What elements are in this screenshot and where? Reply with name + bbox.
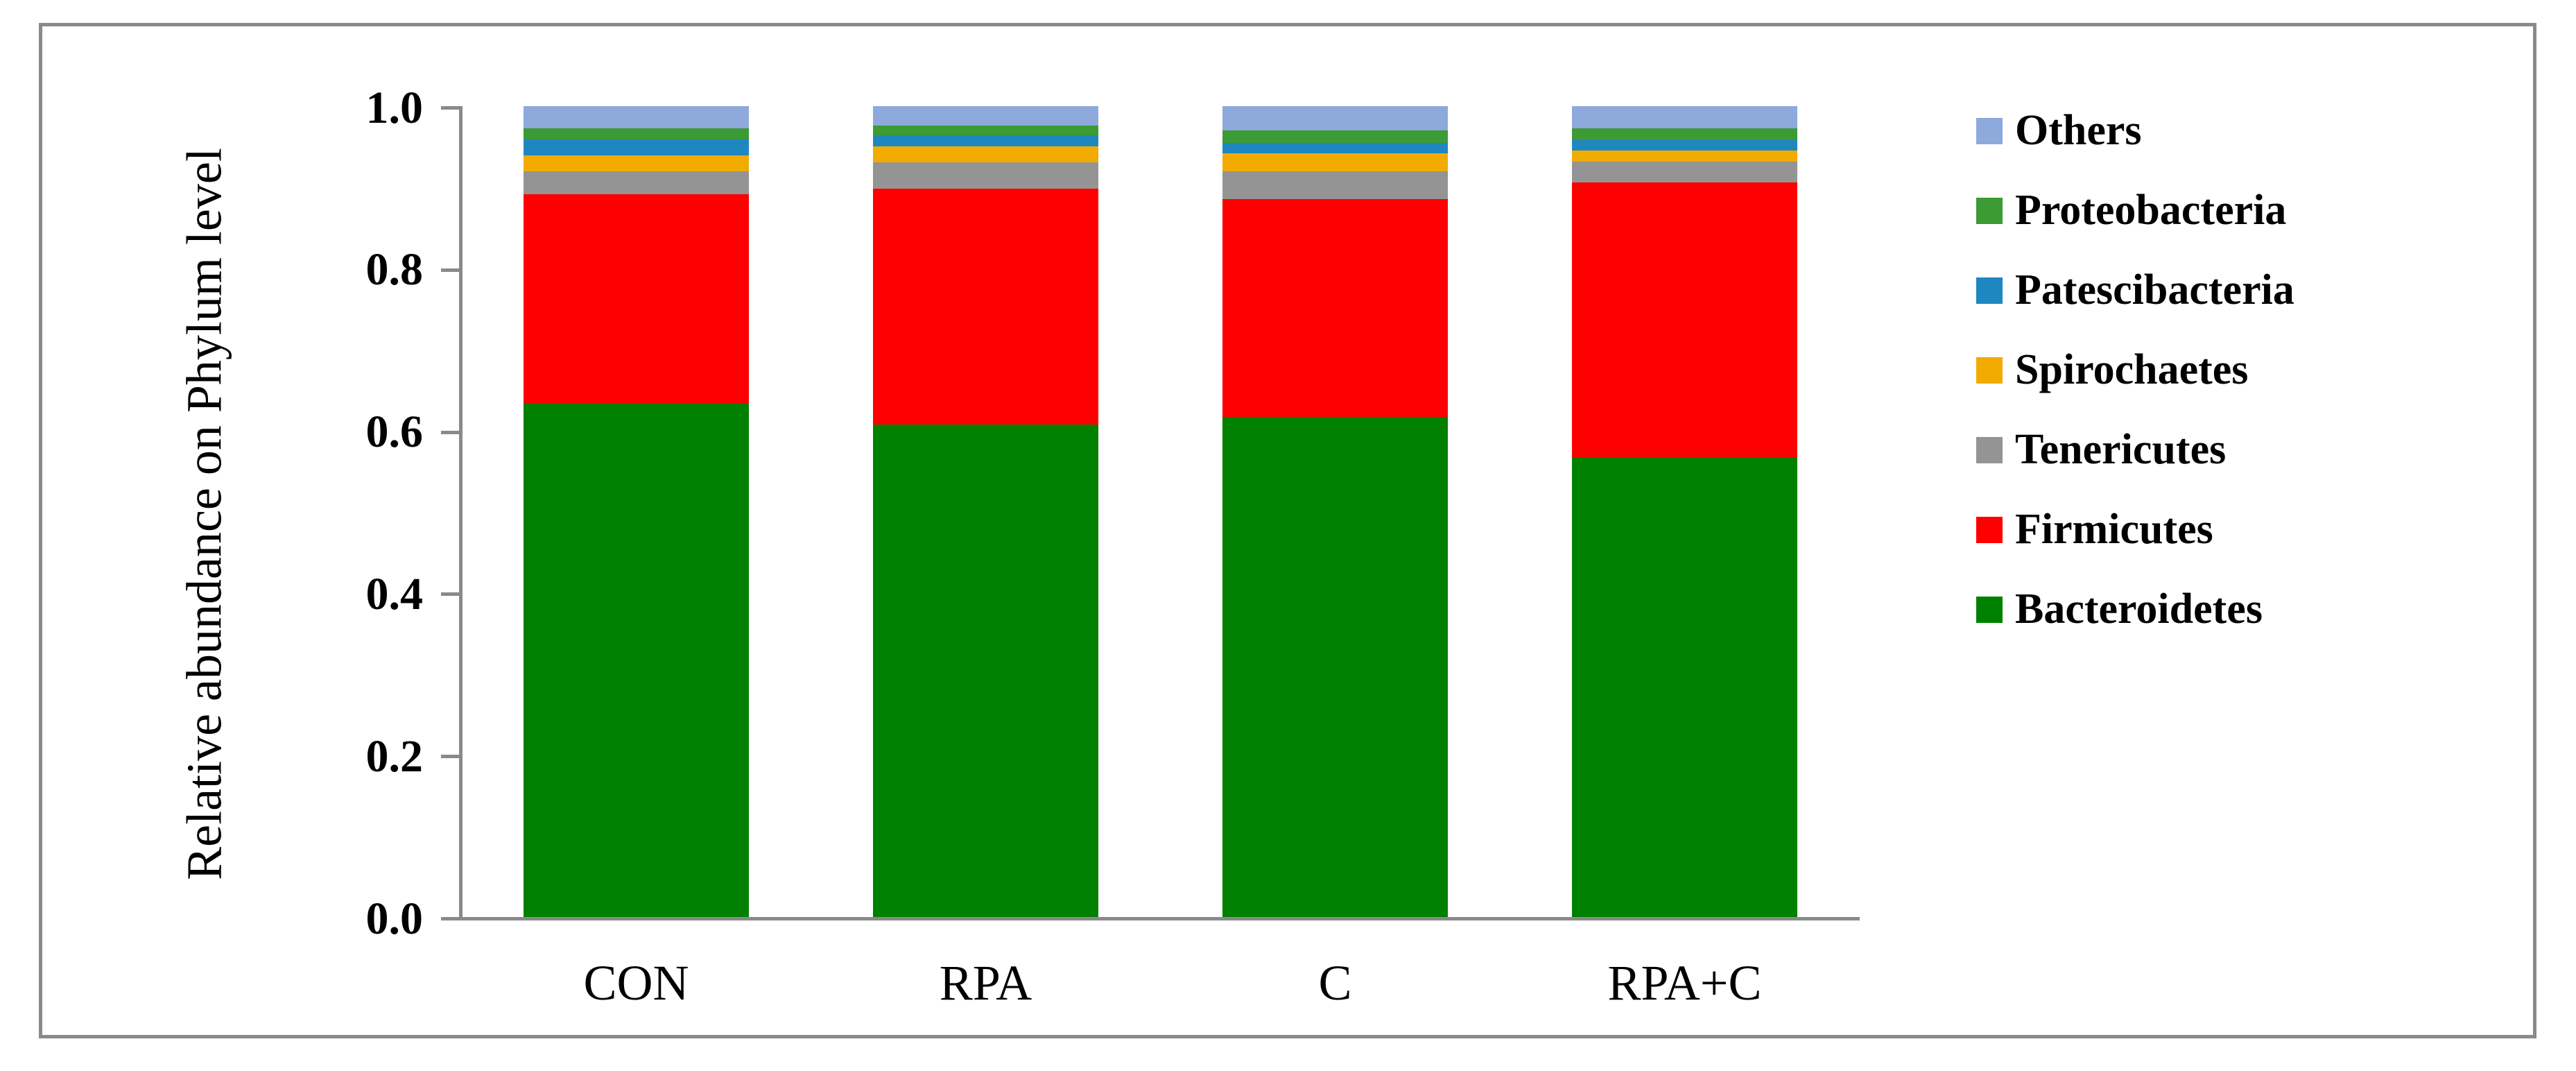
y-tick-label: 0.0 xyxy=(365,893,424,944)
bar-segment-Others xyxy=(1572,106,1797,128)
bar-segment-Bacteroidetes xyxy=(1572,458,1797,917)
bar-segment-Patescibacteria xyxy=(873,135,1098,147)
bar-segment-Firmicutes xyxy=(873,189,1098,425)
legend-item-Firmicutes: Firmicutes xyxy=(1976,490,2213,569)
bar-segment-Tenericutes xyxy=(524,171,749,195)
legend-swatch-icon xyxy=(1976,516,2003,543)
legend-item-Others: Others xyxy=(1976,91,2142,171)
legend-label: Tenericutes xyxy=(2015,426,2227,473)
bar-RPA xyxy=(873,106,1098,917)
x-axis-label-RPA: RPA xyxy=(939,955,1032,1011)
legend-item-Proteobacteria: Proteobacteria xyxy=(1976,171,2286,250)
bar-segment-Proteobacteria xyxy=(524,128,749,139)
y-tick-mark xyxy=(441,106,459,110)
y-tick-label: 1.0 xyxy=(365,82,424,133)
bar-segment-Proteobacteria xyxy=(873,126,1098,136)
bar-segment-Patescibacteria xyxy=(524,139,749,156)
y-axis-title: Relative abundance on Phylum level xyxy=(176,148,232,880)
bar-segment-Bacteroidetes xyxy=(1222,416,1448,917)
y-tick-mark xyxy=(441,268,459,272)
x-axis-line xyxy=(459,917,1860,920)
legend-item-Patescibacteria: Patescibacteria xyxy=(1976,250,2294,330)
x-axis-label-C: C xyxy=(1318,955,1352,1011)
bar-segment-Spirochaetes xyxy=(524,155,749,171)
legend-swatch-icon xyxy=(1976,436,2003,463)
legend-item-Tenericutes: Tenericutes xyxy=(1976,410,2226,490)
legend-swatch-icon xyxy=(1976,117,2003,144)
bar-segment-Others xyxy=(873,106,1098,126)
bar-segment-Bacteroidetes xyxy=(524,402,749,917)
y-axis-line xyxy=(459,106,463,918)
legend-swatch-icon xyxy=(1976,357,2003,384)
y-tick-label: 0.2 xyxy=(365,730,424,782)
y-tick-label: 0.8 xyxy=(365,244,424,295)
bar-segment-Others xyxy=(524,106,749,128)
legend-label: Patescibacteria xyxy=(2015,266,2294,314)
bar-CON xyxy=(524,106,749,917)
bar-segment-Spirochaetes xyxy=(1572,151,1797,162)
bar-segment-Tenericutes xyxy=(1572,161,1797,182)
bar-segment-Proteobacteria xyxy=(1572,128,1797,141)
bar-segment-Patescibacteria xyxy=(1572,140,1797,151)
bar-segment-Bacteroidetes xyxy=(873,425,1098,917)
y-tick-mark xyxy=(441,592,459,597)
legend-label: Spirochaetes xyxy=(2015,346,2249,393)
legend-swatch-icon xyxy=(1976,197,2003,224)
bar-segment-Patescibacteria xyxy=(1222,142,1448,153)
bar-segment-Firmicutes xyxy=(1572,182,1797,459)
legend-label: Firmicutes xyxy=(2015,506,2213,553)
y-tick-label: 0.6 xyxy=(365,406,424,458)
bar-segment-Proteobacteria xyxy=(1222,130,1448,143)
bar-C xyxy=(1222,106,1448,917)
bar-segment-Spirochaetes xyxy=(873,146,1098,162)
bar-segment-Others xyxy=(1222,106,1448,131)
bar-segment-Tenericutes xyxy=(1222,171,1448,200)
legend-item-Bacteroidetes: Bacteroidetes xyxy=(1976,569,2263,649)
legend-label: Others xyxy=(2015,107,2142,154)
legend-swatch-icon xyxy=(1976,596,2003,623)
legend-label: Proteobacteria xyxy=(2015,187,2287,234)
legend-label: Bacteroidetes xyxy=(2015,585,2263,633)
x-axis-label-RPA+C: RPA+C xyxy=(1607,955,1762,1011)
bar-RPA+C xyxy=(1572,106,1797,917)
bar-segment-Firmicutes xyxy=(1222,199,1448,417)
bar-segment-Spirochaetes xyxy=(1222,153,1448,171)
y-tick-mark xyxy=(441,755,459,759)
x-axis-label-CON: CON xyxy=(583,955,689,1011)
y-tick-mark xyxy=(441,917,459,920)
y-tick-label: 0.4 xyxy=(365,568,424,619)
y-tick-mark xyxy=(441,430,459,434)
bar-segment-Firmicutes xyxy=(524,194,749,403)
bar-segment-Tenericutes xyxy=(873,162,1098,189)
legend-swatch-icon xyxy=(1976,277,2003,304)
legend-item-Spirochaetes: Spirochaetes xyxy=(1976,330,2248,410)
